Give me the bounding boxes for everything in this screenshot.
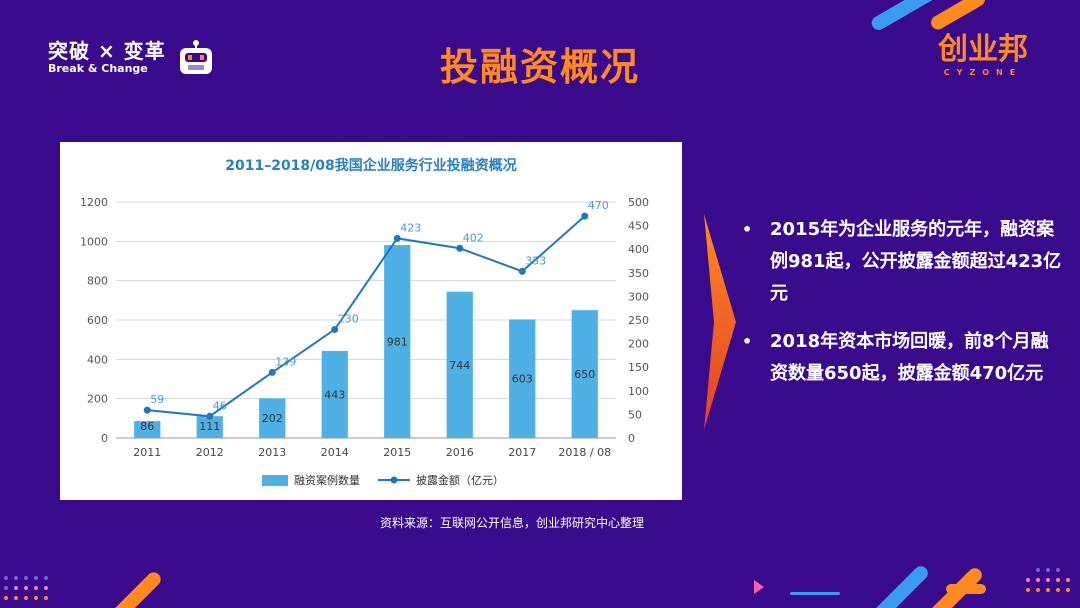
line-data-label: 402 bbox=[463, 231, 484, 244]
y-left-tick-label: 1000 bbox=[80, 235, 108, 248]
x-tick-label: 2017 bbox=[508, 446, 536, 459]
decor-stripe-orange-bottom-left bbox=[108, 569, 164, 608]
bullet-item: • 2018年资本市场回暖，前8个月融资数量650起，披露金额470亿元 bbox=[742, 326, 1062, 390]
bar-data-label: 202 bbox=[262, 412, 283, 425]
bullet-text: 2015年为企业服务的元年，融资案例981起，公开披露金额超过423亿元 bbox=[770, 219, 1062, 304]
x-tick-label: 2014 bbox=[321, 446, 349, 459]
x-tick-label: 2015 bbox=[383, 446, 411, 459]
line-point bbox=[331, 325, 339, 333]
x-tick-label: 2011 bbox=[133, 446, 161, 459]
brand-cn: 突破 × 变革 bbox=[48, 39, 166, 63]
y-right-tick-label: 50 bbox=[628, 408, 642, 421]
bullet-list: • 2015年为企业服务的元年，融资案例981起，公开披露金额超过423亿元 •… bbox=[742, 214, 1062, 406]
x-tick-label: 2018 / 08 bbox=[558, 446, 611, 459]
series-line bbox=[147, 215, 586, 418]
page-title: 投融资概况 bbox=[439, 45, 640, 89]
brand-lockup: 突破 × 变革 Break & Change bbox=[48, 38, 216, 78]
line-data-label: 46 bbox=[213, 399, 227, 412]
y-left-tick-label: 200 bbox=[87, 393, 108, 406]
decor-bar-orange-bottom bbox=[946, 584, 986, 594]
bar-data-label: 443 bbox=[324, 388, 345, 401]
line-point bbox=[268, 368, 276, 376]
y-left-tick-label: 400 bbox=[87, 353, 108, 366]
y-right-tick-label: 500 bbox=[628, 196, 649, 209]
bar bbox=[259, 398, 286, 438]
line-data-label: 230 bbox=[338, 312, 359, 325]
bar-data-label: 603 bbox=[512, 373, 533, 386]
chart-title: 2011–2018/08我国企业服务行业投融资概况 bbox=[225, 157, 517, 174]
bar bbox=[384, 245, 411, 438]
decor-play-triangle bbox=[754, 580, 764, 594]
brand-text: 突破 × 变革 Break & Change bbox=[48, 40, 166, 76]
legend-bar-swatch bbox=[262, 475, 288, 486]
line-data-label: 353 bbox=[525, 254, 546, 267]
line-data-label: 423 bbox=[400, 221, 421, 234]
bullet-text: 2018年资本市场回暖，前8个月融资数量650起，披露金额470亿元 bbox=[770, 331, 1049, 384]
bullet-dot: • bbox=[742, 220, 753, 239]
y-right-tick-label: 250 bbox=[628, 314, 649, 327]
legend-bar-label: 融资案例数量 bbox=[294, 473, 360, 487]
decor-line-blue-bottom bbox=[790, 592, 840, 595]
chevron-right-icon bbox=[704, 214, 736, 430]
decor-stripe-orange-top bbox=[928, 0, 988, 33]
logo-en: CYZONE bbox=[943, 68, 1023, 77]
decor-stripe-blue-bottom-right bbox=[871, 563, 931, 608]
brand-en: Break & Change bbox=[48, 62, 148, 75]
bar-data-label: 650 bbox=[574, 368, 595, 381]
bar-data-label: 981 bbox=[387, 336, 408, 349]
decor-dots-left bbox=[4, 576, 50, 606]
bar-data-label: 744 bbox=[449, 359, 470, 372]
line-point bbox=[206, 412, 214, 420]
bar bbox=[134, 421, 161, 438]
line-point bbox=[143, 406, 151, 414]
line-data-label: 59 bbox=[150, 393, 164, 406]
bullet-item: • 2015年为企业服务的元年，融资案例981起，公开披露金额超过423亿元 bbox=[742, 214, 1062, 310]
bar bbox=[509, 319, 536, 438]
line-data-label: 470 bbox=[588, 199, 609, 212]
logo-cn: 创业邦 bbox=[938, 32, 1028, 67]
y-right-tick-label: 0 bbox=[628, 432, 635, 445]
y-right-tick-label: 100 bbox=[628, 385, 649, 398]
investment-chart: 2011–2018/08我国企业服务行业投融资概况 0 200 400 600 800 10… bbox=[80, 157, 649, 487]
cyzone-logo: 创业邦 CYZONE bbox=[938, 32, 1028, 78]
line-point bbox=[456, 244, 464, 252]
y-right-tick-label: 400 bbox=[628, 243, 649, 256]
robot-icon bbox=[179, 40, 212, 74]
x-tick-label: 2013 bbox=[258, 446, 286, 459]
y-right-tick-label: 350 bbox=[628, 267, 649, 280]
y-right-tick-label: 300 bbox=[628, 290, 649, 303]
chart-panel: 2011–2018/08我国企业服务行业投融资概况 0 200 400 600 800 10… bbox=[60, 142, 682, 500]
legend-line-label: 披露金额（亿元） bbox=[416, 473, 504, 487]
legend-line-marker bbox=[390, 476, 398, 484]
bar-data-label: 86 bbox=[140, 420, 154, 433]
y-right-tick-label: 200 bbox=[628, 338, 649, 351]
decor-dots-right bbox=[1026, 568, 1076, 606]
bar bbox=[321, 350, 348, 438]
line-point bbox=[393, 234, 401, 242]
bar bbox=[196, 416, 223, 438]
x-tick-label: 2016 bbox=[446, 446, 474, 459]
y-left-tick-label: 0 bbox=[101, 432, 108, 445]
decor-stripe-blue-top bbox=[869, 0, 937, 33]
y-left-tick-label: 800 bbox=[87, 275, 108, 288]
y-right-tick-label: 450 bbox=[628, 220, 649, 233]
line-data-label: 139 bbox=[275, 355, 296, 368]
line-point bbox=[581, 212, 589, 220]
y-left-tick-label: 600 bbox=[87, 314, 108, 327]
y-left-tick-label: 1200 bbox=[80, 196, 108, 209]
line-point bbox=[518, 267, 526, 275]
source-note: 资料来源：互联网公开信息，创业邦研究中心整理 bbox=[380, 516, 645, 530]
x-tick-label: 2012 bbox=[196, 446, 224, 459]
y-right-tick-label: 150 bbox=[628, 361, 649, 374]
bar-data-label: 111 bbox=[199, 420, 220, 433]
bar bbox=[446, 291, 473, 438]
bullet-dot: • bbox=[742, 332, 753, 351]
bar bbox=[571, 310, 598, 438]
